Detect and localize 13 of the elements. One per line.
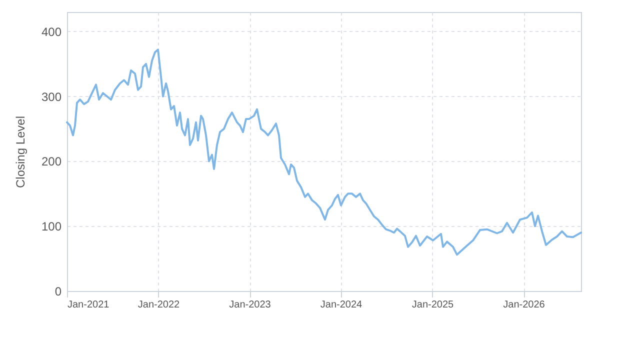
x-tick-label: Jan-2026 bbox=[503, 300, 546, 310]
y-tick-label: 400 bbox=[41, 24, 62, 39]
line-series bbox=[66, 48, 582, 256]
x-tick-label: Jan-2021 bbox=[68, 300, 110, 310]
x-tick-label: Jan-2025 bbox=[412, 300, 454, 310]
y-axis-title: Closing Level bbox=[13, 116, 28, 188]
y-tick-label: 100 bbox=[41, 220, 62, 234]
x-tick-label: Jan-2023 bbox=[229, 300, 272, 310]
x-tick-label: Jan-2022 bbox=[138, 300, 180, 310]
y-tick-label: 200 bbox=[41, 154, 62, 169]
y-tick-label: 0 bbox=[54, 284, 62, 298]
y-tick-label: 300 bbox=[41, 90, 62, 104]
x-tick-label: Jan-2024 bbox=[320, 300, 363, 310]
